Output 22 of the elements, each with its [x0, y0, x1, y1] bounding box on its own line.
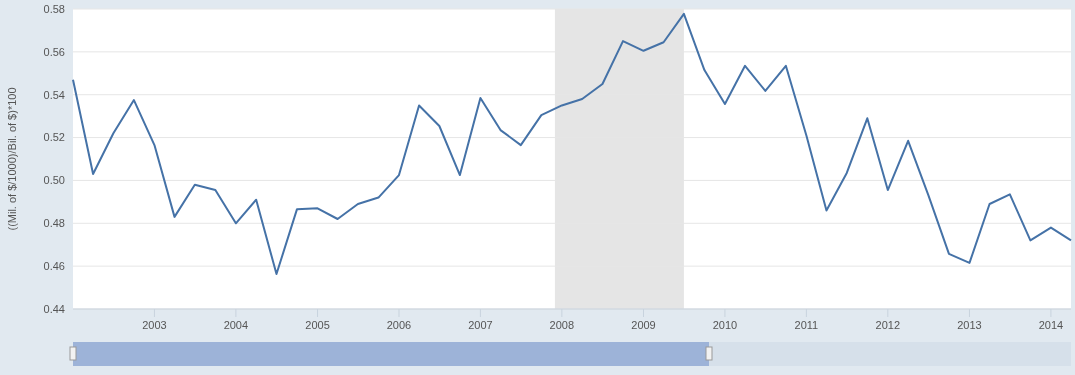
y-axis-title: ((Mil. of $/1000)/Bil. of $)*100 — [6, 87, 18, 231]
y-tick-label: 0.58 — [43, 2, 65, 15]
y-tick-label: 0.48 — [43, 217, 65, 230]
y-tick-label: 0.44 — [43, 302, 65, 315]
x-tick-label: 2011 — [794, 319, 819, 331]
line-series — [72, 12, 1072, 276]
x-tick-label: 2009 — [631, 319, 656, 331]
x-tick-label: 2006 — [386, 319, 412, 331]
x-tick-label: 2008 — [549, 319, 575, 331]
x-tick-label: 2012 — [875, 319, 901, 331]
x-tick-label: 2013 — [957, 319, 982, 331]
y-tick-label: 0.46 — [43, 259, 65, 272]
x-tick-label: 2004 — [223, 319, 249, 331]
x-tick-label: 2014 — [1038, 319, 1064, 331]
y-tick-label: 0.56 — [43, 45, 65, 58]
x-tick-label: 2003 — [142, 319, 167, 331]
y-tick-label: 0.50 — [43, 174, 65, 187]
y-tick-label: 0.54 — [43, 88, 65, 101]
y-tick-label: 0.52 — [43, 131, 65, 144]
x-tick-label: 2010 — [712, 319, 738, 331]
x-tick-label: 2007 — [468, 319, 493, 331]
x-tick-label: 2005 — [305, 319, 330, 331]
